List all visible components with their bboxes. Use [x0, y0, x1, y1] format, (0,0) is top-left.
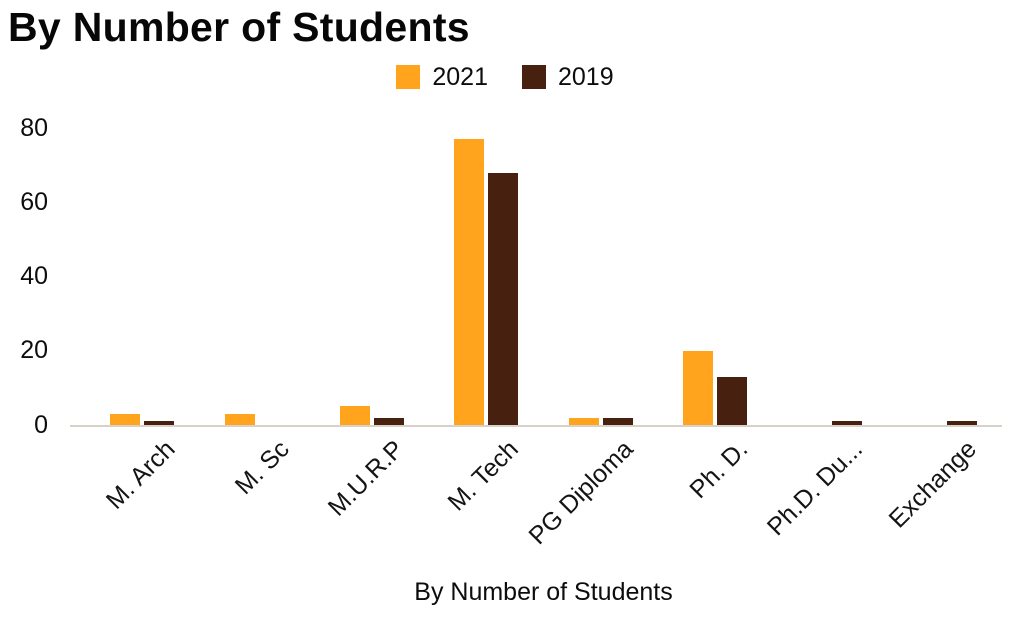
legend-label-2019: 2019 [558, 62, 614, 91]
category-group: M.U.R.P [314, 128, 429, 522]
y-axis: 80 60 40 20 0 [20, 113, 48, 439]
bar-2019[interactable] [717, 376, 748, 425]
x-axis-line [70, 425, 1002, 427]
bar-2021[interactable] [110, 413, 141, 425]
bar-2021[interactable] [454, 139, 485, 425]
category-group: M. Tech [429, 128, 544, 516]
bar-2019[interactable] [144, 421, 175, 425]
category-group: PG Diploma [524, 128, 659, 550]
bar-2019[interactable] [602, 417, 633, 425]
category-group: M. Sc [200, 128, 315, 500]
bar-2021[interactable] [224, 413, 255, 425]
x-axis-title: By Number of Students [414, 578, 673, 606]
category-group: M. Arch [85, 128, 200, 515]
bar-2021[interactable] [683, 350, 714, 425]
x-axis-label: M.U.R.P [322, 435, 410, 522]
category-group: Ph. D. [658, 128, 773, 504]
x-axis-label: M. Sc [229, 435, 295, 500]
chart-title: By Number of Students [8, 4, 470, 50]
x-axis-label: PG Diploma [523, 435, 639, 551]
x-axis-label: Exchange [884, 435, 983, 534]
legend: 2021 2019 [0, 62, 1010, 92]
plot-area: M. Arch M. Sc M.U.R.P M. Tech PG Diploma Ph. … [85, 128, 1002, 550]
bar-2019[interactable] [488, 172, 519, 425]
x-axis-label: Ph. D. [684, 435, 754, 504]
legend-label-2021: 2021 [432, 62, 488, 91]
legend-item-2019[interactable]: 2019 [522, 63, 614, 92]
bar-2019[interactable] [832, 421, 863, 425]
bar-2019[interactable] [946, 421, 977, 425]
category-group: Exchange [884, 128, 1002, 533]
x-axis-label: Ph.D. Du... [761, 435, 868, 542]
x-axis-label: M. Arch [100, 435, 181, 515]
legend-swatch-2019-icon [522, 65, 546, 89]
bar-2021[interactable] [339, 406, 370, 425]
bar-2019[interactable] [373, 417, 404, 425]
category-group: Ph.D. Du... [762, 128, 888, 541]
bar-2021[interactable] [568, 417, 599, 425]
x-axis-label: M. Tech [442, 435, 524, 517]
bar-groups: M. Arch M. Sc M.U.R.P M. Tech PG Diploma Ph. … [85, 128, 1002, 550]
legend-swatch-2021-icon [396, 65, 421, 89]
legend-item-2021[interactable]: 2021 [396, 63, 488, 92]
